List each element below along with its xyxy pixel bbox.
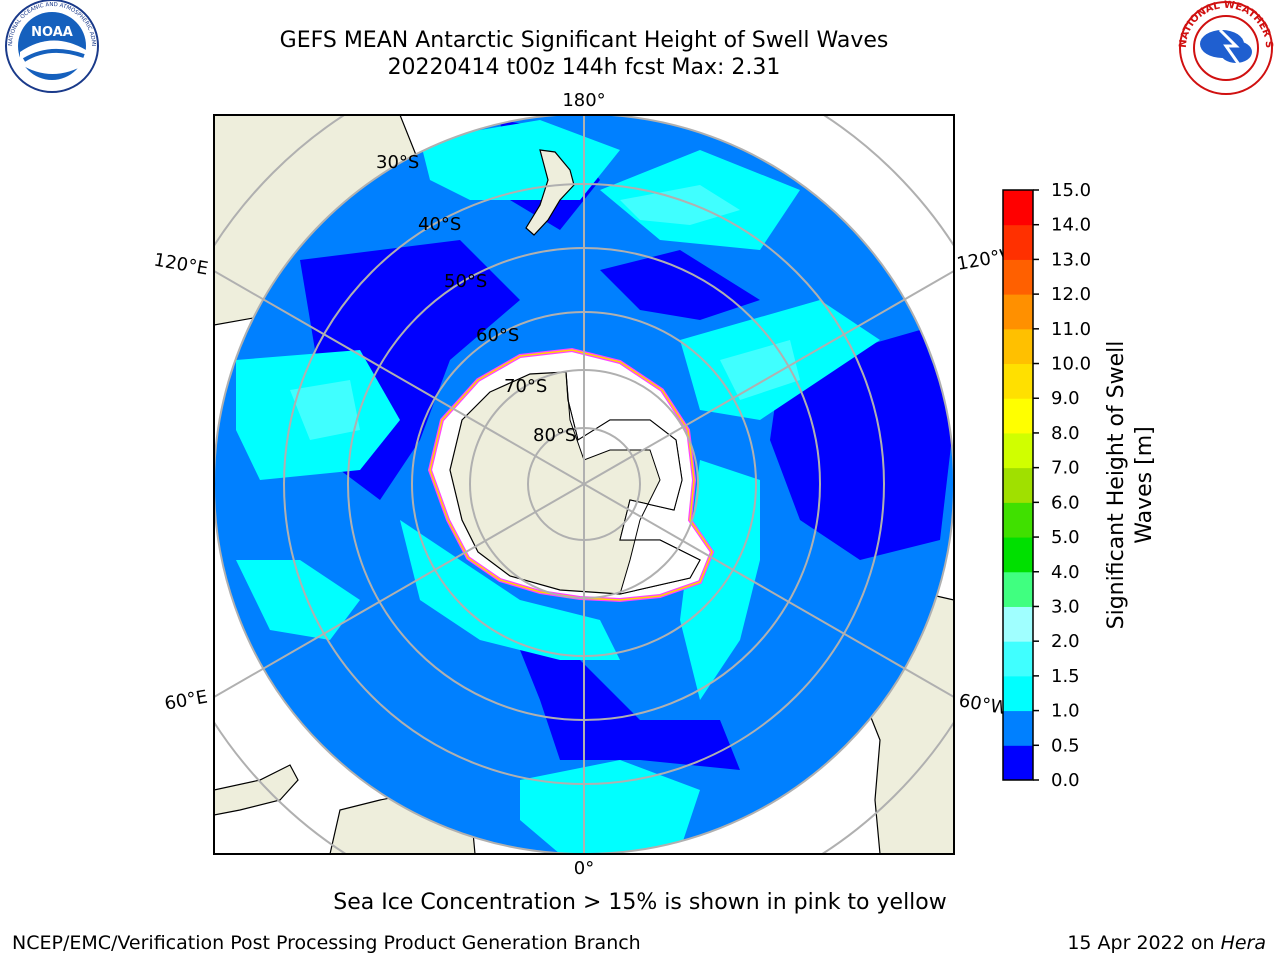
colorbar-swatch <box>1003 294 1033 330</box>
colorbar-tick-label: 13.0 <box>1051 249 1091 270</box>
colorbar-swatch <box>1003 537 1033 573</box>
swell-field <box>214 114 954 854</box>
colorbar-swatch <box>1003 641 1033 677</box>
colorbar-tick-label: 15.0 <box>1051 180 1091 201</box>
colorbar-swatch <box>1003 398 1033 434</box>
lat-label-60s: 60°S <box>476 325 519 346</box>
colorbar-swatch <box>1003 328 1033 365</box>
colorbar-tick-label: 4.0 <box>1051 562 1080 583</box>
colorbar-tick-label: 0.5 <box>1051 735 1080 756</box>
lat-label-70s: 70°S <box>504 376 547 397</box>
colorbar-tick-label: 9.0 <box>1051 388 1080 409</box>
nws-logo: NATIONAL WEATHER SERVICE <box>0 0 1274 95</box>
antarctica <box>427 347 715 603</box>
lon-label-120e: 120°E <box>152 249 210 279</box>
new-zealand <box>525 149 575 236</box>
colorbar-tick-label: 6.0 <box>1051 492 1080 513</box>
colorbar-tick-label: 1.0 <box>1051 701 1080 722</box>
colorbar-swatch <box>1003 259 1033 295</box>
colorbar-swatch <box>1003 467 1033 503</box>
colorbar-tick-label: 7.0 <box>1051 458 1080 479</box>
date-stamp: 15 Apr 2022 on Hera <box>1067 932 1266 954</box>
colorbar-tick-label: 5.0 <box>1051 527 1080 548</box>
lon-label-60e: 60°E <box>163 686 209 714</box>
lon-label-60w: 60°W <box>957 690 1010 719</box>
noaa-logo: NOAA NATIONAL OCEANIC AND ATMOSPHERIC AD… <box>0 0 99 93</box>
machine-name: Hera <box>1220 932 1266 954</box>
svg-text:NOAA: NOAA <box>31 25 73 40</box>
colorbar-tick-label: 8.0 <box>1051 423 1080 444</box>
lat-label-30s: 30°S <box>376 152 419 173</box>
colorbar-swatch <box>1003 571 1033 607</box>
colorbar-label-line2: Waves [m] <box>1132 426 1157 543</box>
colorbar-swatch <box>1003 675 1033 712</box>
chart-title: GEFS MEAN Antarctic Significant Height o… <box>279 28 889 53</box>
colorbar-swatch <box>1003 502 1033 538</box>
latitude-labels: 30°S 40°S 50°S 60°S 70°S 80°S <box>376 152 576 446</box>
colorbar-ticks: 0.0 0.5 1.0 1.5 2.0 3.0 4.0 5.0 6.0 7.0 8.0 9.0 10.0… <box>1033 180 1091 791</box>
colorbar-tick-label: 3.0 <box>1051 596 1080 617</box>
colorbar-tick-label: 0.0 <box>1051 770 1080 791</box>
lat-label-40s: 40°S <box>418 214 461 235</box>
graticule <box>214 115 954 854</box>
colorbar-swatch <box>1003 606 1033 642</box>
colorbar-tick-label: 1.5 <box>1051 666 1080 687</box>
colorbar-tick-label: 10.0 <box>1051 354 1091 375</box>
date-text: 15 Apr 2022 on <box>1067 932 1221 954</box>
colorbar-swatch <box>1003 190 1033 226</box>
colorbar-swatch <box>1003 432 1033 469</box>
credit-text: NCEP/EMC/Verification Post Processing Pr… <box>12 932 641 954</box>
colorbar-tick-label: 14.0 <box>1051 215 1091 236</box>
colorbar: 0.0 0.5 1.0 1.5 2.0 3.0 4.0 5.0 6.0 7.0 8.0 9.0 10.0… <box>1002 180 1157 791</box>
colorbar-tick-label: 2.0 <box>1051 631 1080 652</box>
chart-subtitle: 20220414 t00z 144h fcst Max: 2.31 <box>387 55 781 80</box>
lon-label-top: 180° <box>562 90 605 111</box>
svg-text:NATIONAL WEATHER SERVICE: NATIONAL WEATHER SERVICE <box>0 0 1274 49</box>
sea-ice-note: Sea Ice Concentration > 15% is shown in … <box>333 890 947 915</box>
colorbar-tick-label: 11.0 <box>1051 319 1091 340</box>
colorbar-label-line1: Significant Height of Swell <box>1104 341 1129 630</box>
lon-label-bottom: 0° <box>574 858 594 879</box>
map-panel <box>213 114 955 855</box>
colorbar-swatch <box>1003 363 1033 399</box>
colorbar-swatch <box>1003 224 1033 260</box>
colorbar-tick-label: 12.0 <box>1051 284 1091 305</box>
colorbar-swatch <box>1003 745 1033 781</box>
lat-label-50s: 50°S <box>444 271 487 292</box>
colorbar-swatches <box>1003 190 1033 781</box>
colorbar-swatch <box>1003 710 1033 746</box>
lat-label-80s: 80°S <box>533 425 576 446</box>
